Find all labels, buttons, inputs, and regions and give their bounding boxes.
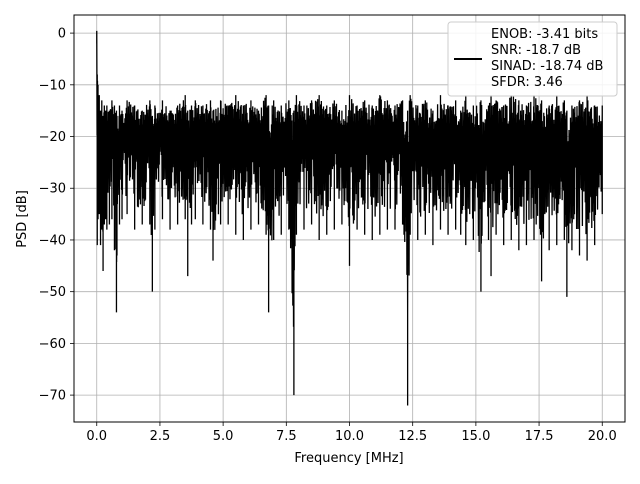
legend-box	[447, 21, 618, 97]
y-tick-label: −40	[39, 233, 66, 248]
legend-sinad: SINAD: -18.74 dB	[491, 59, 603, 74]
y-axis-label: PSD [dB]	[15, 190, 30, 248]
x-tick-label: 2.5	[150, 429, 171, 444]
legend-sfdr: SFDR: 3.46	[491, 75, 563, 90]
legend-enob: ENOB: -3.41 bits	[491, 27, 598, 42]
x-tick-label: 7.5	[276, 429, 297, 444]
x-tick-label: 0.0	[86, 429, 107, 444]
x-tick-label: 20.0	[588, 429, 617, 444]
y-tick-label: 0	[58, 27, 66, 42]
y-tick-label: −50	[39, 285, 66, 300]
x-tick-label: 12.5	[398, 429, 427, 444]
x-tick-label: 17.5	[525, 429, 554, 444]
x-axis-label: Frequency [MHz]	[294, 451, 403, 466]
psd-series-line	[96, 30, 603, 406]
legend: ENOB: -3.41 bits SNR: -18.7 dB SINAD: -1…	[447, 21, 618, 97]
x-tick-label: 10.0	[335, 429, 364, 444]
x-axis-ticks: 0.0 2.5 5.0 7.5 10.0 12.5 15.0 17.5 20.0	[86, 422, 617, 444]
series-layer	[96, 30, 603, 406]
y-tick-label: −30	[39, 182, 66, 197]
y-tick-label: −10	[39, 78, 66, 93]
y-tick-label: −60	[39, 337, 66, 352]
y-tick-label: −20	[39, 130, 66, 145]
y-axis-ticks: 0 −10 −20 −30 −40 −50 −60 −70	[39, 27, 74, 404]
x-tick-label: 15.0	[461, 429, 490, 444]
legend-snr: SNR: -18.7 dB	[491, 43, 581, 58]
x-tick-label: 5.0	[213, 429, 234, 444]
y-tick-label: −70	[39, 389, 66, 404]
